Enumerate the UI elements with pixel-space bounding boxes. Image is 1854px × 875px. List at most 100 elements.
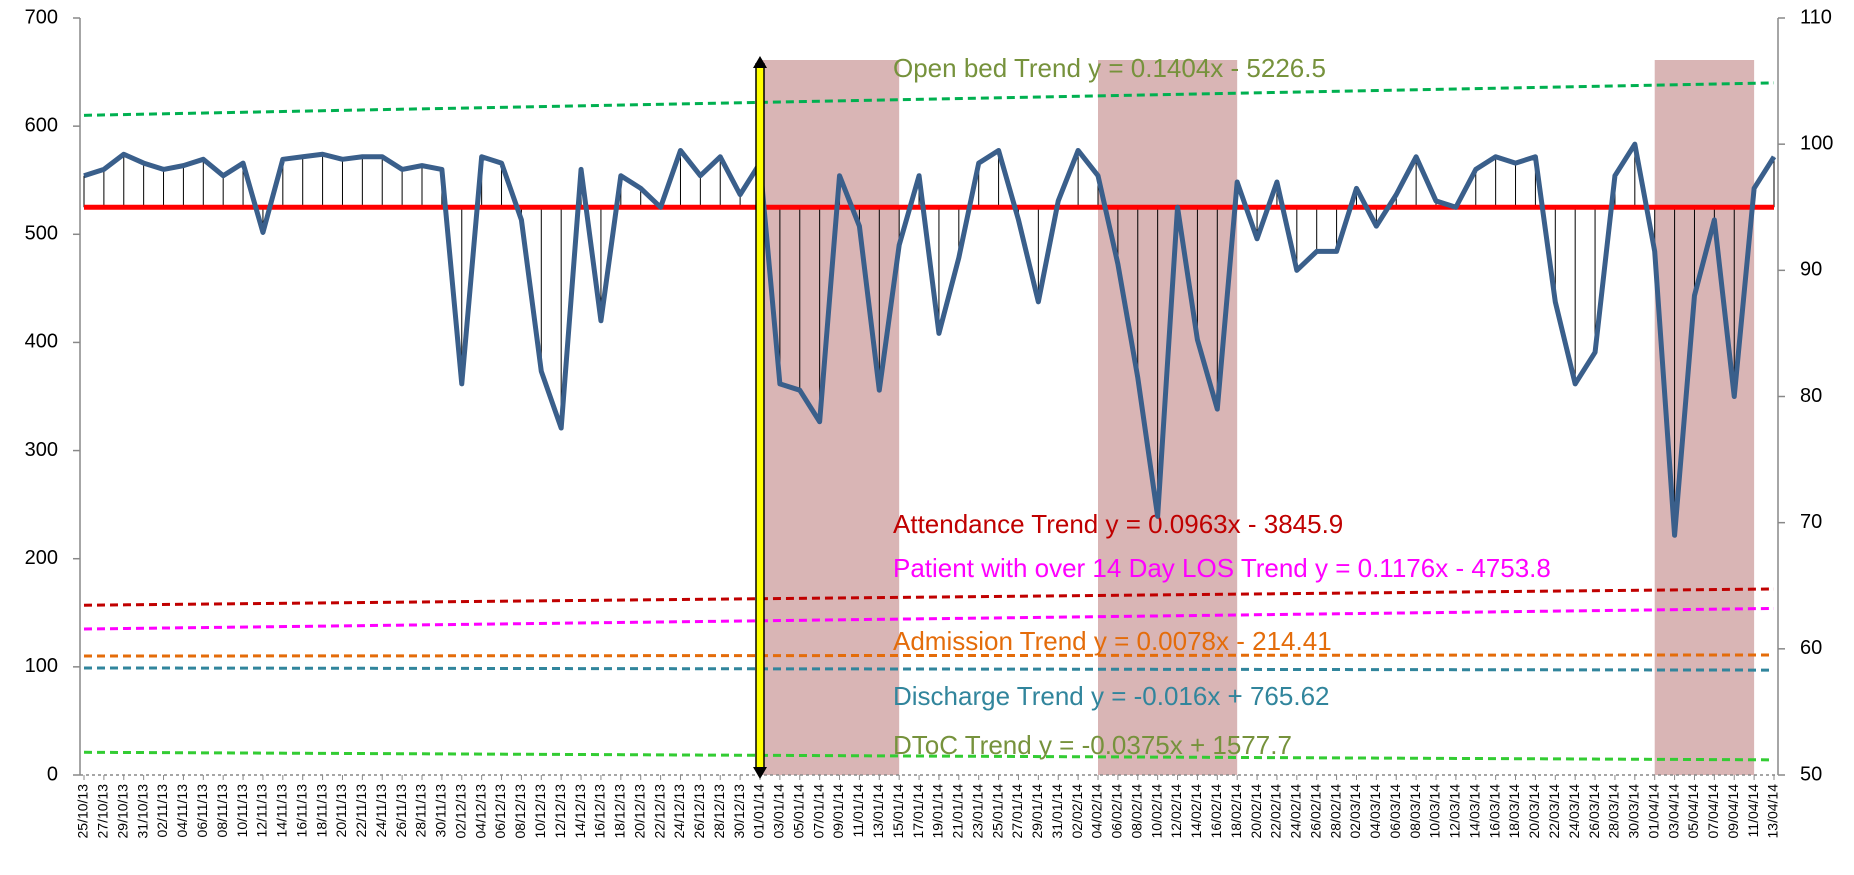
x-tick-label: 21/01/14 bbox=[950, 784, 966, 839]
x-tick-label: 08/02/14 bbox=[1128, 784, 1144, 839]
trend-label: Open bed Trend y = 0.1404x - 5226.5 bbox=[893, 53, 1326, 83]
x-tick-label: 18/03/14 bbox=[1506, 784, 1522, 839]
x-tick-label: 08/03/14 bbox=[1407, 784, 1423, 839]
x-tick-label: 17/01/14 bbox=[910, 784, 926, 839]
x-tick-label: 28/02/14 bbox=[1327, 784, 1343, 839]
x-tick-label: 06/11/13 bbox=[194, 784, 210, 838]
x-tick-label: 24/11/13 bbox=[373, 784, 389, 838]
x-tick-label: 16/03/14 bbox=[1486, 784, 1502, 839]
x-tick-label: 26/12/13 bbox=[691, 784, 707, 839]
y2-tick-label: 100 bbox=[1800, 132, 1833, 154]
x-tick-label: 02/03/14 bbox=[1347, 784, 1363, 839]
x-tick-label: 19/01/14 bbox=[930, 784, 946, 839]
x-tick-label: 20/03/14 bbox=[1526, 784, 1542, 839]
x-tick-label: 20/12/13 bbox=[631, 784, 647, 839]
x-tick-label: 23/01/14 bbox=[969, 784, 985, 839]
x-tick-label: 11/04/14 bbox=[1745, 784, 1761, 838]
x-tick-label: 08/12/13 bbox=[512, 784, 528, 839]
x-tick-label: 15/01/14 bbox=[890, 784, 906, 839]
x-tick-label: 20/02/14 bbox=[1248, 784, 1264, 839]
x-tick-label: 10/11/13 bbox=[234, 784, 250, 838]
x-tick-label: 22/12/13 bbox=[651, 784, 667, 839]
x-tick-label: 24/02/14 bbox=[1288, 784, 1304, 839]
trend-label: Discharge Trend y = -0.016x + 765.62 bbox=[893, 681, 1330, 711]
x-tick-label: 26/02/14 bbox=[1307, 784, 1323, 839]
y-tick-label: 500 bbox=[25, 223, 58, 245]
x-tick-label: 30/03/14 bbox=[1626, 784, 1642, 839]
x-tick-label: 25/10/13 bbox=[75, 784, 91, 839]
y-tick-label: 300 bbox=[25, 439, 58, 461]
y2-tick-label: 110 bbox=[1800, 6, 1832, 28]
x-tick-label: 25/01/14 bbox=[989, 784, 1005, 839]
x-tick-label: 06/12/13 bbox=[492, 784, 508, 839]
x-tick-label: 27/01/14 bbox=[1009, 784, 1025, 839]
x-tick-label: 16/02/14 bbox=[1208, 784, 1224, 839]
y-tick-label: 200 bbox=[25, 547, 58, 569]
x-tick-label: 24/12/13 bbox=[671, 784, 687, 839]
x-tick-label: 30/12/13 bbox=[731, 784, 747, 839]
x-tick-label: 09/01/14 bbox=[830, 784, 846, 839]
x-tick-label: 10/03/14 bbox=[1427, 784, 1443, 839]
x-tick-label: 04/12/13 bbox=[472, 784, 488, 839]
x-tick-label: 03/01/14 bbox=[771, 784, 787, 839]
trend-line bbox=[83, 653, 1775, 658]
x-tick-label: 20/11/13 bbox=[333, 784, 349, 838]
x-tick-label: 26/11/13 bbox=[393, 784, 409, 838]
shaded-period bbox=[1654, 60, 1755, 775]
x-tick-label: 11/01/14 bbox=[850, 784, 866, 838]
x-tick-label: 14/02/14 bbox=[1188, 784, 1204, 839]
trend-label: Patient with over 14 Day LOS Trend y = 0… bbox=[893, 553, 1551, 583]
x-tick-label: 14/12/13 bbox=[572, 784, 588, 839]
y-tick-label: 400 bbox=[25, 331, 58, 353]
x-tick-label: 14/11/13 bbox=[274, 784, 290, 838]
x-tick-label: 14/03/14 bbox=[1466, 784, 1482, 839]
x-tick-label: 28/12/13 bbox=[711, 784, 727, 839]
trend-line bbox=[83, 606, 1775, 631]
marker-arrow bbox=[755, 63, 765, 770]
x-tick-label: 08/11/13 bbox=[214, 784, 230, 838]
x-tick-label: 27/10/13 bbox=[95, 784, 111, 839]
y2-tick-label: 70 bbox=[1800, 511, 1822, 533]
y2-tick-label: 80 bbox=[1800, 385, 1822, 407]
x-tick-label: 28/11/13 bbox=[413, 784, 429, 838]
trend-label: Admission Trend y = 0.0078x - 214.41 bbox=[893, 626, 1332, 656]
x-tick-label: 06/02/14 bbox=[1109, 784, 1125, 839]
x-tick-label: 03/04/14 bbox=[1665, 784, 1681, 839]
x-tick-label: 30/11/13 bbox=[433, 784, 449, 838]
x-tick-label: 18/02/14 bbox=[1228, 784, 1244, 839]
x-tick-label: 01/01/14 bbox=[751, 784, 767, 839]
y-tick-label: 700 bbox=[25, 6, 58, 28]
y2-tick-label: 50 bbox=[1800, 763, 1822, 785]
x-tick-label: 13/01/14 bbox=[870, 784, 886, 839]
trend-line bbox=[83, 750, 1775, 762]
x-tick-label: 29/10/13 bbox=[114, 784, 130, 839]
x-tick-label: 13/04/14 bbox=[1765, 784, 1781, 839]
x-tick-label: 01/04/14 bbox=[1645, 784, 1661, 839]
trend-line bbox=[83, 587, 1775, 607]
x-tick-label: 18/12/13 bbox=[612, 784, 628, 839]
series-line bbox=[83, 141, 1777, 538]
x-tick-label: 07/01/14 bbox=[810, 784, 826, 839]
x-tick-label: 24/03/14 bbox=[1566, 784, 1582, 839]
x-tick-label: 10/02/14 bbox=[1148, 784, 1164, 839]
x-tick-label: 09/04/14 bbox=[1725, 784, 1741, 839]
x-tick-label: 12/12/13 bbox=[552, 784, 568, 839]
x-tick-label: 05/01/14 bbox=[790, 784, 806, 839]
x-tick-label: 10/12/13 bbox=[532, 784, 548, 839]
x-tick-label: 04/11/13 bbox=[174, 784, 190, 838]
x-tick-label: 06/03/14 bbox=[1387, 784, 1403, 839]
x-tick-label: 12/02/14 bbox=[1168, 784, 1184, 839]
x-tick-label: 18/11/13 bbox=[313, 784, 329, 838]
x-tick-label: 31/10/13 bbox=[134, 784, 150, 839]
x-tick-label: 29/01/14 bbox=[1029, 784, 1045, 839]
x-tick-label: 02/02/14 bbox=[1069, 784, 1085, 839]
x-tick-label: 16/11/13 bbox=[293, 784, 309, 838]
x-tick-label: 22/03/14 bbox=[1546, 784, 1562, 839]
y2-tick-label: 60 bbox=[1800, 637, 1822, 659]
y-tick-label: 100 bbox=[25, 655, 58, 677]
x-tick-label: 28/03/14 bbox=[1606, 784, 1622, 839]
x-tick-label: 22/02/14 bbox=[1268, 784, 1284, 839]
y2-tick-label: 90 bbox=[1800, 259, 1822, 281]
x-tick-label: 05/04/14 bbox=[1685, 784, 1701, 839]
